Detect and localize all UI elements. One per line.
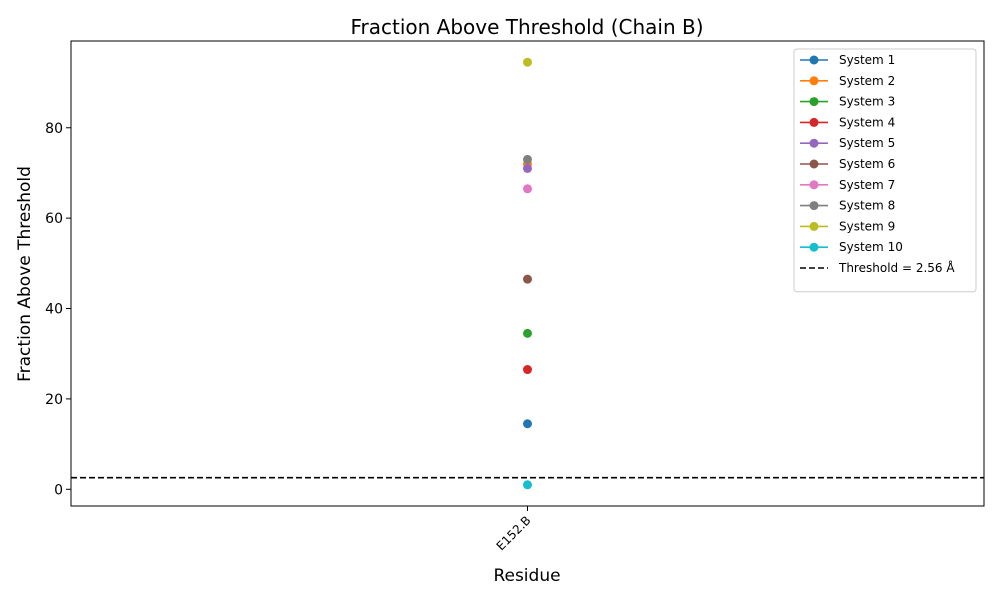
legend-label-system-7: System 7 <box>839 178 895 192</box>
legend-label-system-2: System 2 <box>839 74 895 88</box>
data-point-system-1 <box>523 419 532 429</box>
legend-marker-system-1 <box>809 55 819 65</box>
data-point-system-3 <box>523 328 532 338</box>
legend-marker-system-10 <box>809 242 819 252</box>
y-tick-label: 60 <box>45 211 63 227</box>
legend-label-system-3: System 3 <box>839 95 895 109</box>
legend-label-system-5: System 5 <box>839 136 895 150</box>
legend-marker-system-4 <box>809 117 819 127</box>
data-point-system-5 <box>523 163 532 173</box>
y-axis-title: Fraction Above Threshold <box>15 166 35 382</box>
x-tick-label: E152.B <box>494 513 534 553</box>
legend-marker-system-5 <box>809 138 819 148</box>
data-point-system-4 <box>523 365 532 375</box>
y-tick-label: 20 <box>45 392 63 408</box>
data-point-system-10 <box>523 480 532 490</box>
data-point-system-8 <box>523 154 532 164</box>
legend-label-system-9: System 9 <box>839 219 895 233</box>
data-point-system-9 <box>523 57 532 67</box>
x-axis-title: Residue <box>493 566 560 586</box>
y-tick-label: 0 <box>54 482 63 498</box>
legend-marker-system-6 <box>809 159 819 169</box>
legend-marker-system-2 <box>809 76 819 86</box>
legend-label-system-10: System 10 <box>839 240 903 254</box>
y-tick-label: 80 <box>45 121 63 137</box>
legend-marker-system-7 <box>809 180 819 190</box>
legend-label-system-4: System 4 <box>839 115 895 129</box>
chart-title: Fraction Above Threshold (Chain B) <box>350 15 703 39</box>
y-tick-label: 40 <box>45 302 63 318</box>
data-point-system-7 <box>523 184 532 194</box>
legend-label-system-1: System 1 <box>839 53 895 67</box>
legend-marker-system-8 <box>809 201 819 211</box>
legend-label-system-6: System 6 <box>839 157 895 171</box>
legend-label-system-8: System 8 <box>839 199 895 213</box>
data-point-system-6 <box>523 274 532 284</box>
legend-marker-system-3 <box>809 97 819 107</box>
legend-box <box>793 48 977 293</box>
legend-marker-system-9 <box>809 221 819 231</box>
legend-label-threshold: Threshold = 2.56 Å <box>838 260 955 275</box>
legend: System 1 System 2 System 3 System 4 System 5… <box>793 48 977 293</box>
